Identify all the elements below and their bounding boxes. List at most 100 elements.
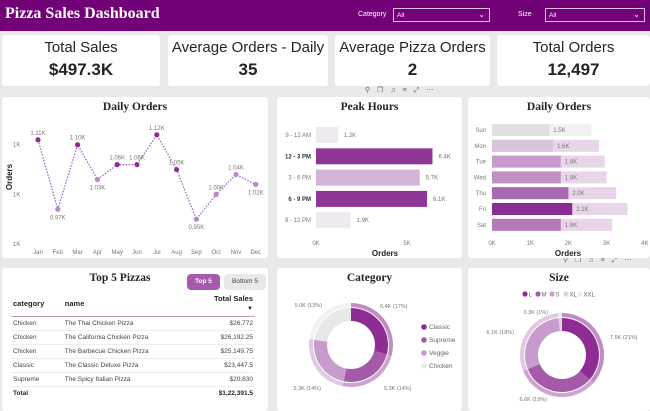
filter-icon[interactable]: ≡ <box>600 257 612 264</box>
legend-marker <box>563 291 569 297</box>
chart-title: Daily Orders <box>102 101 168 113</box>
table-title: Top 5 Pizzas <box>89 272 151 284</box>
kpi-avg-orders-daily: Average Orders - Daily 35 <box>168 35 328 86</box>
data-label: 1.03K <box>90 185 106 191</box>
legend-label: Classic <box>429 324 451 331</box>
kpi-value: 12,497 <box>547 60 600 79</box>
bar <box>316 148 433 165</box>
cell-name: The Classic Deluxe Pizza <box>62 358 192 373</box>
cell-category: Chicken <box>11 316 63 331</box>
kpi-total-sales: Total Sales $497.3K <box>2 35 160 86</box>
legend-marker <box>577 291 583 297</box>
column-header[interactable]: name <box>62 292 192 317</box>
bell-icon[interactable]: ♫ <box>390 87 403 94</box>
data-label: 1.8K <box>565 175 577 181</box>
chevron-down-icon: ⌄ <box>633 10 640 19</box>
data-label: 1.04K <box>228 166 244 172</box>
kpi-title: Average Orders - Daily <box>171 39 325 56</box>
data-point <box>94 176 100 183</box>
bar <box>492 155 561 168</box>
donut-outer-slice <box>309 303 351 340</box>
category-label: Wed <box>474 175 486 181</box>
table-row[interactable]: Chicken The Barbecue Chicken Pizza $25,149… <box>11 344 255 359</box>
data-label: 1.12K <box>149 126 165 132</box>
x-axis-label: Orders <box>555 249 582 258</box>
cell-name: The Barbecue Chicken Pizza <box>62 344 192 359</box>
focus-icon[interactable]: ⤢ <box>413 87 427 94</box>
x-tick-label: 2K <box>565 241 572 247</box>
size-filter-select[interactable]: All ⌄ <box>545 8 645 22</box>
cell-category: Classic <box>11 358 63 373</box>
column-header-sorted[interactable]: Total Sales ▼ <box>191 292 255 317</box>
category-label: Sun <box>475 128 486 134</box>
copy-icon[interactable]: ❐ <box>575 257 589 264</box>
category-label: Sat <box>477 223 486 229</box>
pin-icon[interactable]: ⚲ <box>563 257 576 264</box>
data-label: 1.5K <box>553 128 565 134</box>
top5-toggle-button[interactable]: Top 5 <box>187 274 220 290</box>
legend-label: Veggie <box>429 350 449 357</box>
more-icon[interactable]: ⋯ <box>624 257 639 264</box>
category-filter-label: Category <box>358 11 387 18</box>
cell-total-sales: $25,149.75 <box>191 344 255 359</box>
bar <box>316 190 428 207</box>
focus-icon[interactable]: ⤢ <box>611 257 625 264</box>
x-axis-label: Orders <box>372 249 399 258</box>
x-tick-label: Jan <box>33 250 43 256</box>
x-tick-label: 3K <box>603 241 610 247</box>
data-point <box>233 171 239 178</box>
copy-icon[interactable]: ❐ <box>377 87 391 94</box>
data-label: 6.1K <box>433 197 445 203</box>
more-icon[interactable]: ⋯ <box>426 87 441 94</box>
bar <box>316 127 338 143</box>
daily-orders-line-card: Daily Orders <box>2 97 268 258</box>
donut-outer-slice <box>562 313 604 383</box>
slice-label: 6.4K (17%) <box>380 304 408 310</box>
donut-slice <box>351 308 388 355</box>
y-tick-label: 1K <box>13 242 20 248</box>
data-label: 1.6K <box>557 144 569 150</box>
filter-icon[interactable]: ≡ <box>402 87 414 94</box>
x-tick-label: Feb <box>53 250 64 256</box>
kpi-title: Total Sales <box>44 39 118 56</box>
bell-icon[interactable]: ♫ <box>588 257 601 264</box>
visual-toolbar: ⚲❐♫≡⤢⋯ <box>563 256 638 265</box>
line-series <box>37 133 257 221</box>
slice-label: 6.6K (19%) <box>519 397 547 403</box>
cell-total-sales: $26,772 <box>191 316 255 331</box>
pin-icon[interactable]: ⚲ <box>365 87 378 94</box>
y-axis-label: Orders <box>5 163 14 190</box>
y-tick-label: 1K <box>13 143 20 149</box>
category-label: Tue <box>476 160 487 166</box>
legend-marker <box>535 291 541 297</box>
data-label: 1.05K <box>169 161 185 167</box>
bottom5-toggle-button[interactable]: Bottom 5 <box>224 274 267 290</box>
data-point <box>253 181 259 188</box>
total-value: $1,22,391.5 <box>191 386 255 401</box>
data-label: 1.00K <box>208 185 224 191</box>
table-row[interactable]: Chicken The California Chicken Pizza $26,1… <box>11 330 255 345</box>
x-tick-label: Sep <box>191 250 202 256</box>
data-label: 1.2K <box>344 133 356 139</box>
bar <box>492 139 554 152</box>
category-label: Thu <box>476 191 486 197</box>
table-total-row: Total $1,22,391.5 <box>11 386 255 401</box>
table-row[interactable]: Chicken The Thai Chicken Pizza $26,772 <box>11 316 255 331</box>
data-point <box>174 166 180 173</box>
bar <box>316 169 420 186</box>
chart-title: Daily Orders <box>526 101 592 113</box>
table-row[interactable]: Supreme The Spicy Italian Pizza $20,830 <box>11 372 255 387</box>
column-header[interactable]: category <box>11 292 63 317</box>
legend-label: S <box>556 293 560 299</box>
kpi-value: 35 <box>238 60 258 79</box>
data-label: 1.10K <box>70 136 86 142</box>
table-row[interactable]: Classic The Classic Deluxe Pizza $23,447.5 <box>11 358 255 373</box>
category-filter-select[interactable]: All ⌄ <box>393 8 490 22</box>
data-label: 1.02K <box>248 190 264 196</box>
top5-pizzas-card: Top 5 Pizzas Top 5 Bottom 5 category nam… <box>2 268 268 411</box>
x-tick-label: Jul <box>153 250 161 256</box>
legend-label: XXL <box>584 293 596 299</box>
category-label: Fri <box>479 207 486 213</box>
cell-category: Chicken <box>11 330 63 345</box>
legend-marker <box>549 291 555 297</box>
